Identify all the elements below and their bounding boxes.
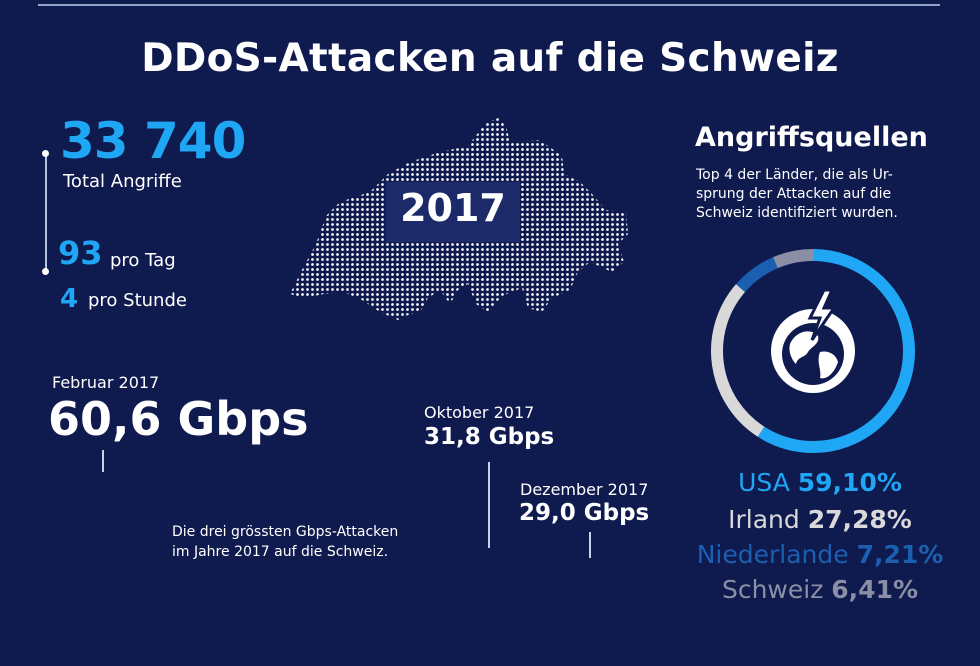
attacks-note-line-2: im Jahre 2017 auf die Schweiz.: [172, 544, 389, 560]
globe-lightning-icon: [771, 288, 855, 393]
attacks-note-line-1: Die drei grössten Gbps-Attacken: [172, 524, 399, 540]
legend-item-irland: Irland 27,28%: [680, 505, 960, 534]
page-title: DDoS-Attacken auf die Schweiz: [141, 36, 839, 81]
donut-slice-niederlande: [735, 257, 778, 293]
per-hour-value: 4: [60, 284, 79, 314]
sources-desc-line-1: Top 4 der Länder, die als Ur-: [696, 167, 893, 183]
legend-value: 6,41%: [831, 575, 919, 604]
legend-item-niederlande: Niederlande 7,21%: [680, 540, 960, 569]
donut-slice-irland: [711, 284, 765, 437]
stats-timeline: [45, 154, 47, 272]
attack-2-value: 31,8 Gbps: [424, 424, 555, 450]
sources-desc-line-3: Schweiz identifiziert wurden.: [696, 205, 898, 221]
total-attacks-value: 33 740: [60, 112, 246, 170]
legend-label: Irland: [728, 505, 800, 534]
timeline-dot-bottom: [42, 268, 49, 275]
attack-3-date: Dezember 2017: [520, 480, 649, 499]
per-day-label: pro Tag: [110, 250, 176, 271]
total-attacks-label: Total Angriffe: [63, 171, 182, 192]
sources-desc-line-2: sprung der Attacken auf die: [696, 186, 892, 202]
year-box: [386, 182, 520, 242]
timeline-dot-top: [42, 150, 49, 157]
attack-3-line: [589, 532, 591, 558]
attack-1-date: Februar 2017: [52, 373, 160, 392]
sources-description: Top 4 der Länder, die als Ur- sprung der…: [696, 166, 936, 223]
attack-2-line: [488, 462, 490, 548]
legend-item-usa: USA 59,10%: [680, 468, 960, 497]
legend-value: 7,21%: [856, 540, 944, 569]
sources-donut-chart: [711, 249, 915, 453]
attack-3-value: 29,0 Gbps: [519, 500, 650, 526]
legend-value: 59,10%: [797, 468, 902, 497]
legend-label: Niederlande: [696, 540, 849, 569]
donut-slice-usa: [757, 249, 915, 453]
attacks-note: Die drei grössten Gbps-Attacken im Jahre…: [172, 522, 398, 562]
donut-slice-schweiz: [773, 249, 814, 269]
sources-title: Angriffsquellen: [695, 122, 928, 153]
attack-1-line: [102, 450, 104, 472]
attack-1-value: 60,6 Gbps: [48, 392, 309, 446]
attack-2-date: Oktober 2017: [424, 403, 535, 422]
year-label: 2017: [400, 186, 506, 230]
per-day-value: 93: [58, 234, 103, 272]
top-divider: [38, 4, 940, 6]
legend-value: 27,28%: [807, 505, 912, 534]
legend-label: USA: [738, 468, 790, 497]
legend-label: Schweiz: [721, 575, 824, 604]
per-hour-label: pro Stunde: [88, 290, 187, 311]
legend-item-schweiz: Schweiz 6,41%: [680, 575, 960, 604]
